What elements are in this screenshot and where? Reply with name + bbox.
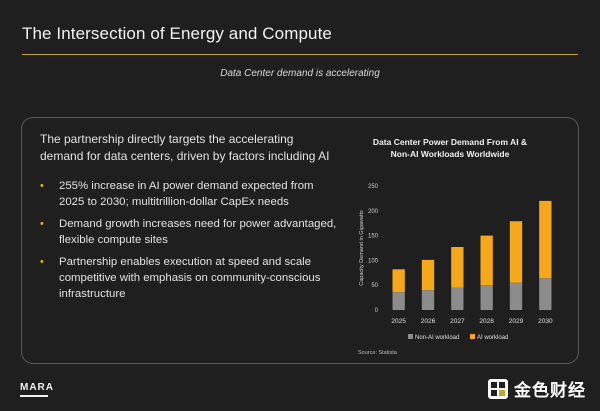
x-tick-label: 2027 [450,318,465,325]
watermark-logo-icon [488,378,508,399]
y-axis-label: Capacity Demand in Gigawatts [359,210,365,286]
x-tick-label: 2026 [421,318,436,325]
bullet-item: • Partnership enables execution at speed… [40,254,340,302]
brand-underline [20,395,48,397]
bar-ai [451,247,464,288]
bar-ai [509,221,523,283]
bullet-item: • 255% increase in AI power demand expec… [40,178,340,210]
bullet-text: 255% increase in AI power demand expecte… [59,180,314,208]
bar-non-ai [451,287,464,310]
content-panel [21,117,579,364]
x-tick-label: 2029 [509,318,524,325]
legend-swatch-non-ai [408,334,413,339]
bullet-icon: • [40,180,44,192]
bar-non-ai [480,285,493,310]
bullet-item: • Demand growth increases need for power… [40,216,340,248]
power-demand-chart: Capacity Demand in Gigawatts 0 50 100 150 200… [359,184,553,341]
bar-ai [539,200,552,279]
bullet-icon: • [40,218,44,230]
bullet-icon: • [40,256,44,268]
slide-subtitle: Data Center demand is accelerating [220,68,380,79]
brand-logo: MARA [20,382,54,393]
y-tick-label: 200 [368,209,379,215]
bullet-text: Partnership enables execution at speed a… [59,256,321,300]
watermark-text: 金色财经 [514,381,586,400]
bar-non-ai [392,292,405,310]
bar-ai [480,235,493,286]
title-underline [22,54,578,55]
legend-label-non-ai: Non-AI workload [415,335,459,341]
y-tick-label: 250 [368,184,379,190]
slide-title: The Intersection of Energy and Compute [22,24,332,43]
source-note: Source: Statista [358,350,397,356]
x-tick-label: 2028 [479,318,494,325]
chart-title-line-1: Data Center Power Demand From AI & [372,137,528,147]
x-tick-label: 2030 [538,318,553,325]
bar-non-ai [539,278,552,310]
intro-text: The partnership directly targets the acc… [40,132,330,163]
bar-ai [421,259,435,291]
bullet-list: • 255% increase in AI power demand expec… [40,178,340,308]
bar-ai [392,269,405,293]
bar-non-ai [509,282,523,310]
chart-title: Data Center Power Demand From AI & Non-A… [360,136,540,160]
bullet-text: Demand growth increases need for power a… [59,218,337,246]
legend-label-ai: AI workload [477,335,508,341]
chart-title-line-2: Non-AI Workloads Worldwide [390,149,510,159]
legend-swatch-ai [470,334,475,339]
y-tick-label: 100 [368,258,379,264]
x-tick-label: 2025 [391,318,406,325]
y-tick-label: 150 [368,234,379,240]
bar-non-ai [421,290,435,310]
watermark: 金色财经 [487,376,586,401]
y-tick-label: 50 [371,283,378,289]
y-tick-label: 0 [375,308,379,314]
